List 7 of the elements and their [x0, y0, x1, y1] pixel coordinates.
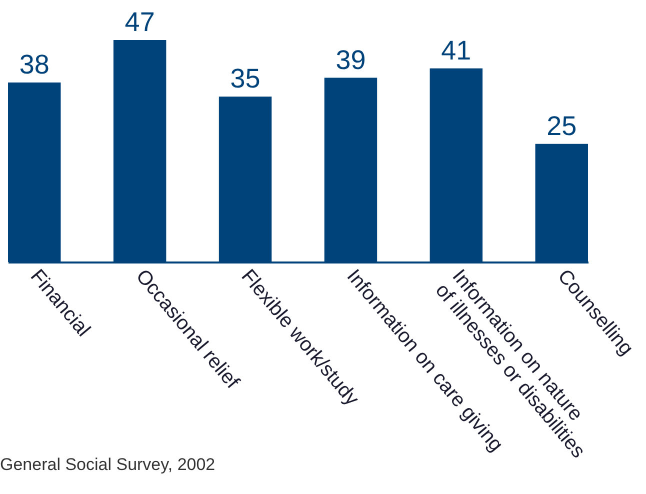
data-label: 39 [336, 44, 366, 75]
text: General Social Survey, 2002 [0, 455, 216, 475]
data-label: 41 [441, 35, 472, 66]
data-label: 35 [230, 64, 260, 94]
data-label: 38 [19, 50, 50, 80]
data-label: 25 [546, 110, 577, 141]
data-label: 47 [124, 7, 155, 37]
